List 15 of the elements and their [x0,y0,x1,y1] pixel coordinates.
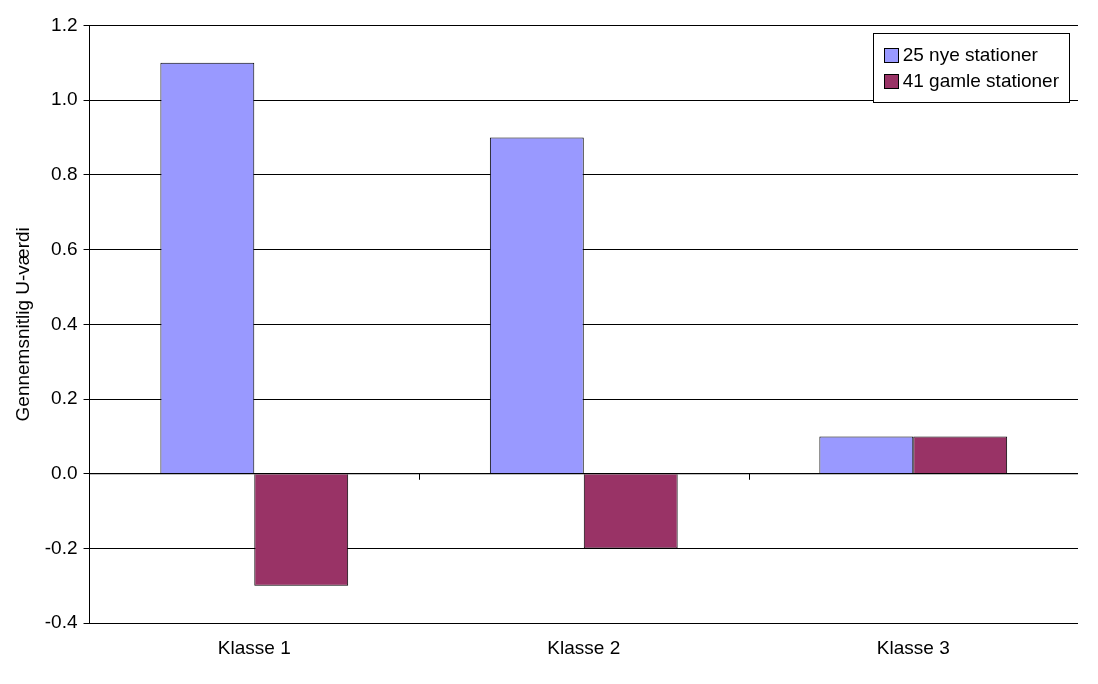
y-tick-label: 1.0 [51,88,78,110]
x-tick-label: Klasse 2 [547,636,621,658]
y-tick-label: 0.6 [51,237,78,259]
y-tick-label: -0.4 [44,611,78,633]
x-tick-label: Klasse 3 [876,636,950,658]
y-tick-label: -0.2 [44,536,78,558]
legend-label: 41 gamle stationer [902,70,1059,93]
legend-label: 25 nye stationer [902,44,1038,67]
x-tick-label: Klasse 1 [217,636,291,658]
y-axis-title: Gennemsnitlig U-værdi [11,227,33,422]
y-tick-label: 0.8 [51,163,78,185]
y-tick-label: 1.2 [51,13,78,35]
y-tick-label: 0.0 [51,461,78,483]
y-tick-label: 0.4 [51,312,78,334]
y-tick-label: 0.2 [51,387,78,409]
